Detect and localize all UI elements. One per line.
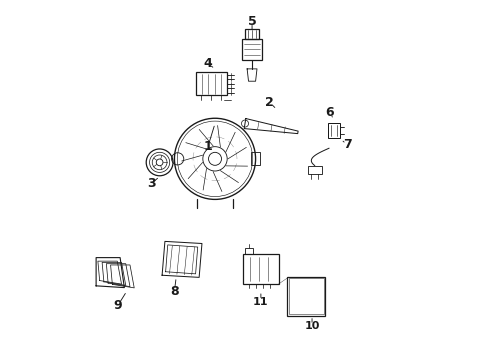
Text: 3: 3 [147,177,156,190]
Text: 6: 6 [325,107,334,120]
Bar [287,277,325,316]
Bar [243,254,278,284]
Text: 2: 2 [265,96,274,109]
Bar [308,166,322,174]
Bar [327,123,340,138]
Text: 10: 10 [304,321,319,332]
Text: 7: 7 [343,138,352,151]
Bar [196,72,227,95]
Bar [251,153,260,165]
Text: 1: 1 [203,140,212,153]
Bar [245,248,253,254]
Bar [289,278,324,314]
Text: 9: 9 [114,299,122,312]
Text: 5: 5 [247,15,256,28]
Text: 8: 8 [170,285,179,298]
Bar [243,39,262,60]
Text: 11: 11 [253,297,269,307]
Bar [245,29,260,39]
Text: 4: 4 [203,57,212,70]
